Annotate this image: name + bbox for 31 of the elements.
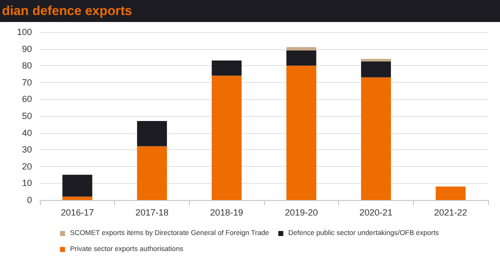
- x-tick-label: 2017-18: [135, 208, 169, 218]
- bar: [361, 77, 391, 200]
- bar: [137, 146, 167, 200]
- y-tick-label: 20: [22, 161, 32, 172]
- bar: [436, 186, 466, 200]
- x-tick-label: 2020-21: [359, 208, 393, 218]
- x-tick-label: 2019-20: [284, 208, 318, 218]
- y-tick-label: 60: [22, 94, 32, 104]
- y-tick-label: 70: [22, 77, 32, 88]
- bar: [361, 58, 391, 62]
- chart-title: dian defence exports: [0, 0, 500, 22]
- bar: [212, 60, 242, 76]
- x-tick-label: 2018-19: [210, 208, 244, 218]
- y-tick-label: 30: [22, 144, 32, 155]
- bar: [286, 50, 316, 66]
- y-tick-label: 50: [22, 111, 32, 121]
- bar: [137, 121, 167, 146]
- bar: [62, 196, 92, 200]
- x-tick-label: 2021-22: [434, 208, 468, 218]
- bar: [286, 66, 316, 200]
- y-tick-label: 10: [22, 178, 32, 188]
- y-tick-label: 80: [22, 60, 32, 71]
- y-tick-label: 40: [22, 128, 32, 138]
- y-tick-label: 0: [26, 195, 32, 205]
- bar: [361, 61, 391, 78]
- x-tick-label: 2016-17: [60, 208, 94, 218]
- bar: [286, 47, 316, 50]
- y-tick-label: 90: [22, 44, 32, 54]
- bar: [62, 174, 92, 197]
- bar: [212, 76, 242, 200]
- y-tick-label: 100: [16, 27, 32, 37]
